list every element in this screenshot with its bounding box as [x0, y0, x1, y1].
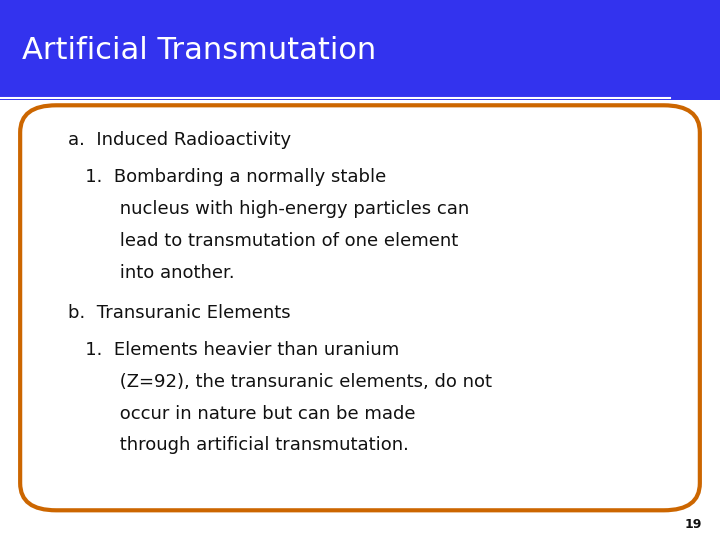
Text: (Z=92), the transuranic elements, do not: (Z=92), the transuranic elements, do not	[68, 373, 492, 391]
Text: Artificial Transmutation: Artificial Transmutation	[22, 36, 376, 65]
Text: into another.: into another.	[68, 264, 235, 282]
Text: 19: 19	[685, 518, 702, 531]
Text: b.  Transuranic Elements: b. Transuranic Elements	[68, 304, 291, 322]
Text: a.  Induced Radioactivity: a. Induced Radioactivity	[68, 131, 292, 150]
FancyBboxPatch shape	[20, 105, 700, 510]
Text: 1.  Elements heavier than uranium: 1. Elements heavier than uranium	[68, 341, 400, 359]
Text: nucleus with high-energy particles can: nucleus with high-energy particles can	[68, 200, 469, 218]
Text: through artificial transmutation.: through artificial transmutation.	[68, 436, 409, 455]
Text: occur in nature but can be made: occur in nature but can be made	[68, 404, 416, 423]
FancyBboxPatch shape	[0, 0, 720, 100]
Text: 1.  Bombarding a normally stable: 1. Bombarding a normally stable	[68, 168, 387, 186]
Text: lead to transmutation of one element: lead to transmutation of one element	[68, 232, 459, 250]
